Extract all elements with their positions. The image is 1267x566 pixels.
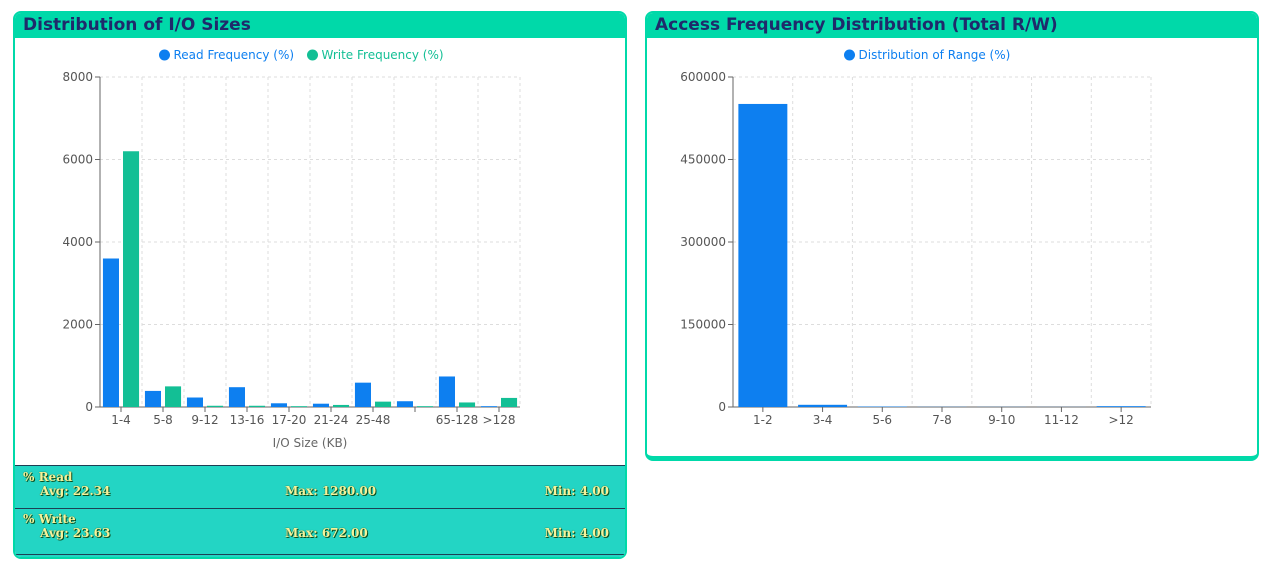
legend-label: Distribution of Range (%) xyxy=(859,48,1011,62)
legend-marker xyxy=(159,49,170,61)
bar-a xyxy=(396,401,413,407)
y-tick-label: 2000 xyxy=(62,318,93,332)
bar-a xyxy=(798,404,848,407)
x-tick-label: 5-6 xyxy=(872,413,892,427)
bar-a xyxy=(438,376,455,407)
bar-b xyxy=(501,397,518,407)
bar-b xyxy=(459,402,476,407)
y-tick-label: 300000 xyxy=(680,235,726,249)
y-tick-label: 450000 xyxy=(680,153,726,167)
bar-b xyxy=(249,405,266,407)
y-tick-label: 150000 xyxy=(680,318,726,332)
access-frequency-panel: Access Frequency Distribution (Total R/W… xyxy=(645,11,1259,461)
x-tick-label: 1-2 xyxy=(753,413,773,427)
x-tick-label: 5-8 xyxy=(153,413,173,427)
legend-label: Read Frequency (%) xyxy=(174,48,295,62)
bar-a xyxy=(186,397,203,407)
y-tick-label: 4000 xyxy=(62,235,93,249)
x-tick-label: 11-12 xyxy=(1044,413,1079,427)
x-tick-label: 9-12 xyxy=(191,413,218,427)
legend-marker xyxy=(844,49,855,61)
bar-b xyxy=(291,406,308,407)
io-size-panel: Distribution of I/O Sizes 0 2000 4000 6000 8… xyxy=(13,11,627,559)
bar-a xyxy=(354,382,371,407)
io-size-chart: 0 2000 4000 6000 8000 1-4 5-8 9-12 13-16 17-20 21-… xyxy=(62,48,521,450)
x-tick-label: 1-4 xyxy=(111,413,131,427)
bar-a xyxy=(144,390,161,407)
read-max: Max: 1280.00 xyxy=(285,484,377,498)
access-frequency-chart: 0 150000 300000 450000 600000 1-2 3-4 5-6 7-8 9-1… xyxy=(680,48,1152,427)
bar-b xyxy=(333,404,350,407)
write-max: Max: 672.00 xyxy=(285,526,368,540)
read-avg: Avg: 22.34 xyxy=(40,484,111,498)
x-tick-label: 9-10 xyxy=(988,413,1015,427)
bar-b xyxy=(417,406,434,407)
y-tick-label: 0 xyxy=(85,400,93,414)
x-tick-label: 65-128 xyxy=(436,413,479,427)
x-tick-label: 13-16 xyxy=(230,413,265,427)
y-tick-label: 6000 xyxy=(62,153,93,167)
bar-a xyxy=(480,406,497,407)
x-tick-label: >12 xyxy=(1108,413,1133,427)
x-axis-title: I/O Size (KB) xyxy=(273,436,348,450)
bar-a xyxy=(738,103,788,407)
write-stats: % Write Avg: 23.63 Max: 672.00 Min: 4.00 xyxy=(15,510,625,555)
bar-b xyxy=(375,401,392,407)
legend-label: Write Frequency (%) xyxy=(322,48,444,62)
write-avg: Avg: 23.63 xyxy=(40,526,111,540)
read-stats-title: % Read xyxy=(23,470,73,484)
x-tick-label: 3-4 xyxy=(813,413,833,427)
stats-table: % Read Avg: 22.34 Max: 1280.00 Min: 4.00… xyxy=(15,465,625,557)
bar-b xyxy=(123,151,140,407)
bar-a xyxy=(270,403,287,407)
bar-a xyxy=(102,258,119,407)
bar-a xyxy=(228,387,245,407)
bar-a xyxy=(312,403,329,407)
x-tick-label: 25-48 xyxy=(356,413,391,427)
x-tick-label: 17-20 xyxy=(272,413,307,427)
bar-a xyxy=(1096,406,1146,407)
y-tick-label: 0 xyxy=(718,400,726,414)
x-tick-label: 21-24 xyxy=(314,413,349,427)
x-tick-label: >128 xyxy=(483,413,516,427)
bar-b xyxy=(207,405,224,407)
x-tick-label: 7-8 xyxy=(932,413,952,427)
access-frequency-panel-title: Access Frequency Distribution (Total R/W… xyxy=(647,13,1257,38)
read-min: Min: 4.00 xyxy=(544,484,609,498)
legend-marker xyxy=(307,49,318,61)
y-tick-label: 8000 xyxy=(62,70,93,84)
bar-b xyxy=(165,386,182,407)
write-min: Min: 4.00 xyxy=(544,526,609,540)
read-stats: % Read Avg: 22.34 Max: 1280.00 Min: 4.00 xyxy=(15,468,625,509)
y-tick-label: 600000 xyxy=(680,70,726,84)
write-stats-title: % Write xyxy=(23,512,76,526)
io-size-panel-title: Distribution of I/O Sizes xyxy=(15,13,625,38)
